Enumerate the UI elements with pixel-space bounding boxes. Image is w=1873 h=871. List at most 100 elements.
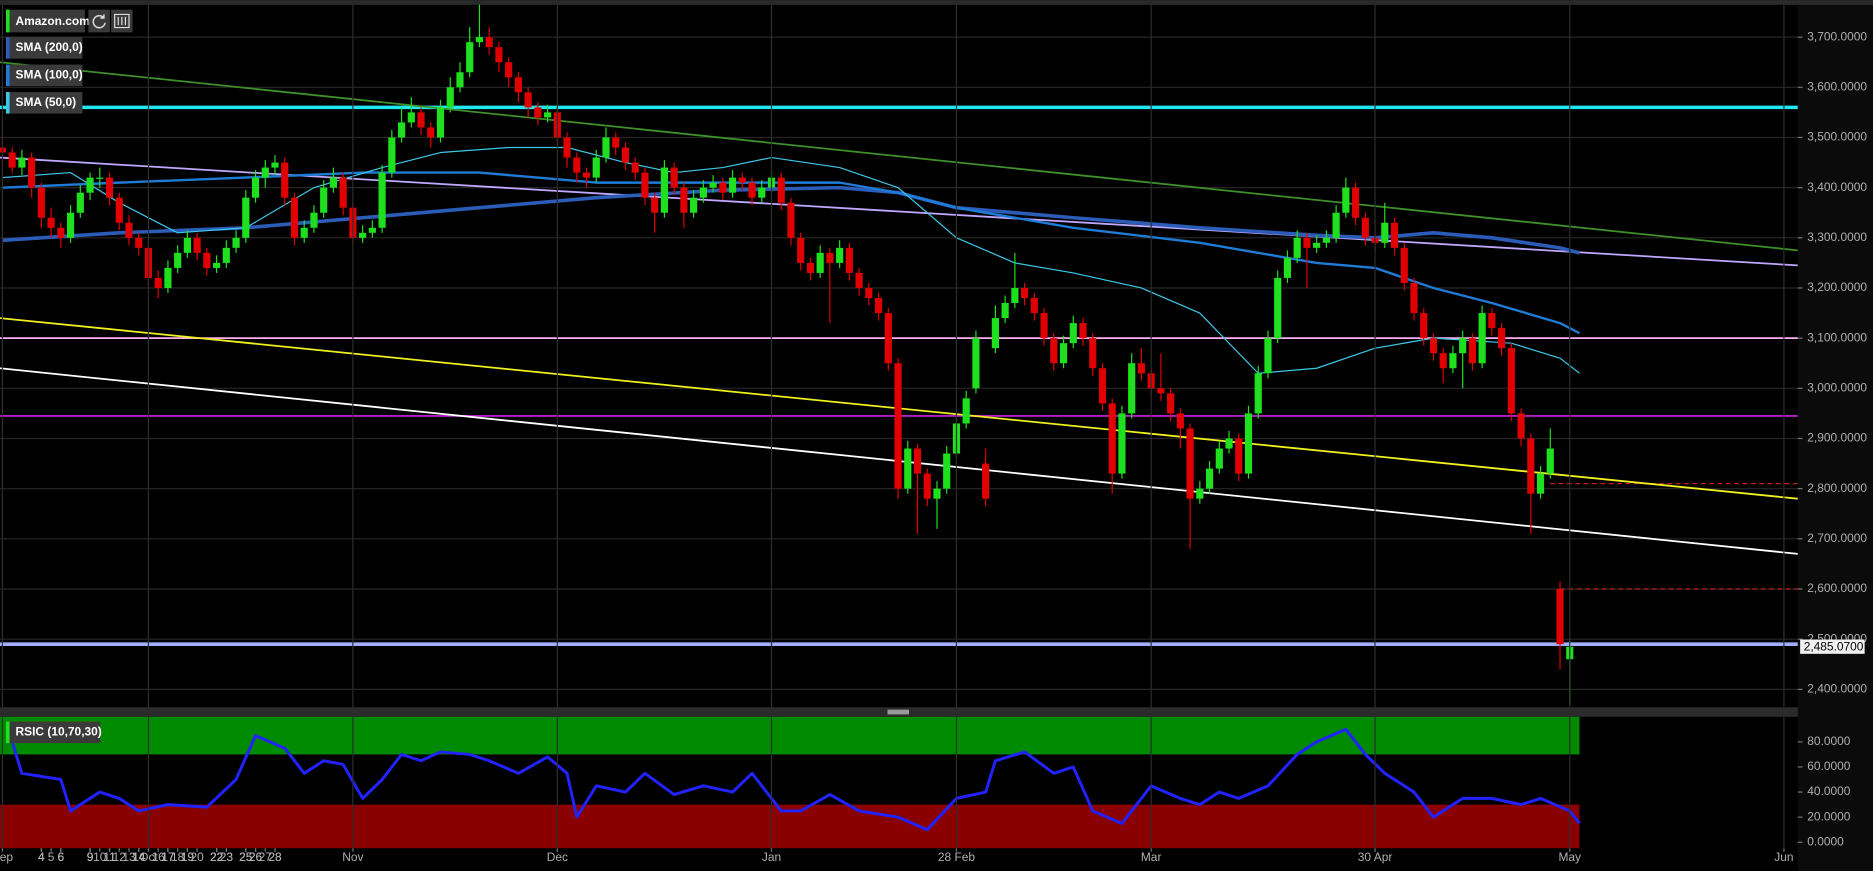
y-tick-label: 3,500.0000 [1807, 130, 1867, 144]
rsi-tile[interactable]: RSIC (10,70,30) [5, 721, 102, 744]
candle-body [874, 298, 883, 314]
indicator-name: RSIC (10,70,30) [16, 724, 102, 738]
candle-body [826, 252, 834, 263]
candle-body [436, 107, 445, 138]
indicator-name: SMA (50,0) [16, 95, 77, 109]
candle-body [797, 237, 805, 263]
candle-body [8, 152, 16, 168]
candle-body [47, 217, 55, 228]
candle-body [690, 197, 698, 213]
candle-body [865, 287, 873, 299]
candle-body [631, 162, 639, 173]
candle-body [534, 107, 542, 118]
candle-body [329, 177, 338, 188]
x-tick-label: 28 [268, 850, 282, 864]
symbol-tile[interactable]: Amazon.com [5, 9, 90, 33]
candle-body [232, 237, 240, 248]
candle-body [651, 197, 659, 213]
candle-body [1137, 363, 1146, 374]
candle-body [1459, 338, 1467, 354]
tile-strip [5, 37, 10, 59]
indicator-name: SMA (200,0) [16, 40, 83, 54]
candle-body [1215, 448, 1223, 469]
x-tick-label: 9 [87, 850, 94, 864]
candle-body [777, 177, 785, 203]
candle-body [505, 62, 513, 78]
x-tick-label: 22 [210, 850, 224, 864]
tile-strip [5, 9, 10, 33]
candle-body [1059, 343, 1068, 364]
y-tick-label: 3,700.0000 [1807, 29, 1867, 43]
candle-body [1274, 277, 1282, 339]
candle-body [709, 182, 717, 188]
x-tick-label: 22 [210, 850, 224, 864]
x-tick-label: 9 [87, 850, 94, 864]
candle-body [1079, 323, 1087, 339]
candle-body [1498, 328, 1506, 349]
tile-bg [5, 9, 85, 33]
trend-line [0, 61, 1798, 252]
x-tick-label: 25 [239, 850, 253, 864]
candle-body [573, 157, 581, 173]
candle-body [641, 172, 649, 198]
candle-body [670, 167, 678, 188]
x-tick-label: 20 [190, 850, 204, 864]
candle-body [18, 157, 26, 168]
candle-body [1040, 313, 1048, 339]
candle-body [1001, 303, 1009, 319]
candle-body [738, 177, 746, 183]
candle-body [251, 177, 260, 198]
x-tick-label: 14 [132, 850, 146, 864]
candle-body [1030, 298, 1038, 314]
y-tick-label: 2,400.0000 [1807, 681, 1867, 695]
candle-body [368, 227, 376, 233]
x-tick-label: 22 [210, 850, 224, 864]
candle-body [1517, 413, 1525, 439]
indicator-tile[interactable]: SMA (100,0) [5, 64, 83, 87]
candle-body [699, 187, 707, 198]
candle-body [1488, 313, 1496, 329]
x-tick-label: 14 [132, 850, 146, 864]
panel: 80.0000 60.0000 40.0000 20.0000 0.0000 Sep 16 2… [0, 716, 1851, 864]
candle-body [982, 463, 990, 499]
candle-body [563, 137, 571, 158]
last-price-label: 2,485.0700 [1804, 639, 1864, 653]
plot-layer: 3,700.0000 3,600.0000 3,500.0000 3,400.0000… [0, 4, 1867, 864]
x-tick-label: 9 [87, 850, 94, 864]
settings-button[interactable] [111, 9, 133, 33]
x-tick-label: 17 [161, 850, 175, 864]
candle-body [1069, 323, 1077, 344]
y-tick-label: 3,100.0000 [1807, 330, 1867, 344]
indicator-tile[interactable]: SMA (50,0) [5, 92, 83, 114]
candle-body [836, 247, 844, 263]
x-tick-label: 27 [259, 850, 273, 864]
candle-body [592, 157, 600, 178]
x-tick-label: Sep [0, 850, 13, 864]
candle-body [1400, 247, 1408, 283]
candle-body [1254, 373, 1262, 414]
tile-bg [5, 64, 83, 87]
candle-body [1322, 237, 1330, 243]
candle-body [1021, 287, 1029, 299]
candle-body [1167, 393, 1175, 414]
indicator-tile[interactable]: SMA (200,0) [5, 37, 83, 59]
candle-body [66, 212, 75, 238]
x-tick-label: Nov [342, 850, 363, 864]
candle-body [913, 448, 922, 474]
y-tick-label: 0.0000 [1807, 834, 1844, 848]
candle-body [222, 247, 230, 263]
candle-body [28, 157, 36, 188]
x-tick-label: 9 [87, 850, 94, 864]
y-tick-label: 2,900.0000 [1807, 431, 1867, 445]
refresh-button[interactable] [88, 9, 110, 33]
candle-body [894, 363, 902, 489]
candle-body [1556, 589, 1564, 645]
candle-body [57, 227, 65, 238]
x-tick-label: 19 [181, 850, 195, 864]
x-tick-label: May [1558, 850, 1581, 864]
divider-handle[interactable] [887, 709, 910, 715]
x-tick-label: 25 [239, 850, 253, 864]
x-tick-label: 30 Apr [1358, 850, 1393, 864]
x-tick-label: 5 [48, 850, 55, 864]
